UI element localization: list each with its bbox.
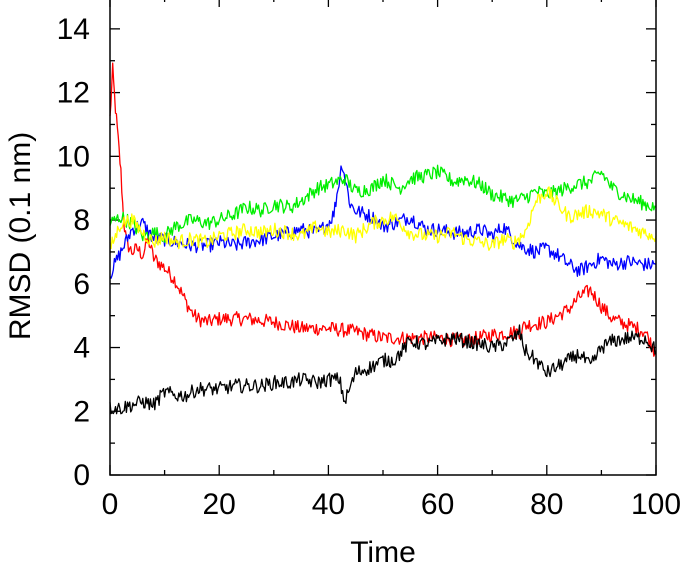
y-tick-label: 10: [57, 140, 90, 173]
y-tick-label: 14: [57, 13, 90, 46]
x-tick-label: 20: [203, 488, 236, 521]
x-tick-label: 100: [631, 488, 681, 521]
y-axis-title: RMSD (0.1 nm): [4, 132, 37, 340]
tick-labels: 0 20 40 60 80 100 0 2 4 6 8 10 12 14: [57, 13, 681, 521]
series-lines: [109, 62, 657, 415]
y-tick-label: 8: [73, 204, 90, 237]
series-line-3: [109, 186, 657, 251]
x-axis-title: Time: [350, 536, 416, 569]
plot-frame: [109, 0, 657, 476]
x-tick-label: 80: [530, 488, 563, 521]
series-line-0: [109, 62, 657, 357]
axis-ticks: [109, 0, 657, 476]
y-tick-label: 12: [57, 77, 90, 110]
y-tick-label: 2: [73, 395, 90, 428]
x-tick-label: 60: [421, 488, 454, 521]
series-line-4: [109, 324, 657, 415]
x-tick-label: 0: [102, 488, 119, 521]
y-tick-label: 0: [73, 459, 90, 492]
x-tick-label: 40: [312, 488, 345, 521]
y-tick-label: 4: [73, 332, 90, 365]
series-line-2: [109, 164, 657, 243]
y-tick-label: 6: [73, 268, 90, 301]
